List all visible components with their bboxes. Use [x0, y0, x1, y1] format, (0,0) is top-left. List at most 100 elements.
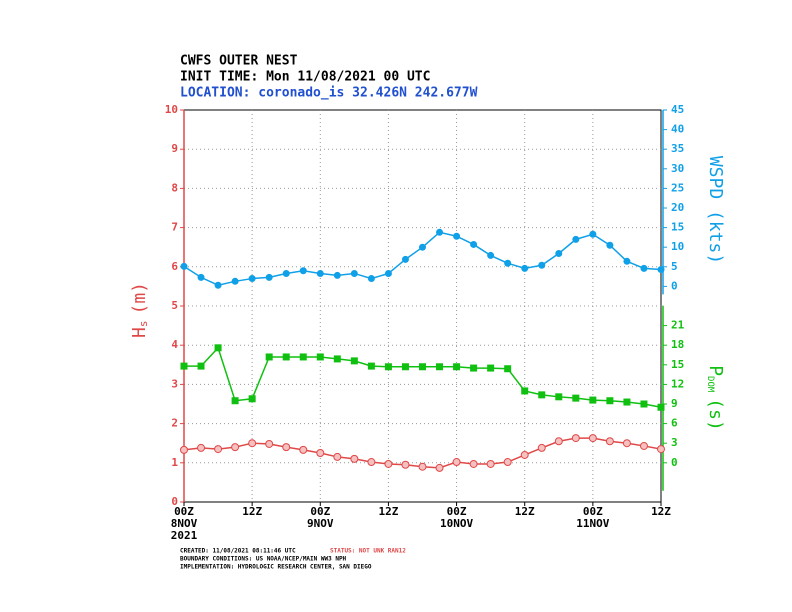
marker [231, 397, 239, 405]
y2-axis-label: WSPD (kts) [705, 156, 726, 264]
y3-label-sub: DOM [706, 376, 716, 393]
marker [503, 458, 512, 467]
marker [521, 264, 529, 272]
marker [367, 458, 376, 467]
y3-tick-label: 15 [671, 358, 684, 371]
marker [419, 363, 426, 371]
marker [589, 396, 597, 404]
x-tick-label: 12Z [242, 505, 262, 518]
marker [657, 403, 665, 411]
x-date-label: 9NOV [307, 517, 334, 530]
marker [639, 441, 648, 450]
marker [538, 261, 546, 269]
y2-tick-label: 40 [671, 123, 684, 136]
marker [470, 364, 478, 372]
marker [180, 362, 188, 370]
marker [282, 443, 291, 452]
marker [248, 395, 256, 403]
marker [401, 460, 410, 469]
x-date-label: 11NOV [576, 517, 609, 530]
marker [316, 269, 324, 277]
marker [452, 458, 461, 467]
marker [265, 353, 273, 361]
implementation: IMPLEMENTATION: HYDROLOGIC RESEARCH CENT… [180, 564, 372, 571]
marker [538, 391, 546, 399]
subtitle: INIT TIME: Mon 11/08/2021 00 UTC [180, 70, 430, 85]
y-tick-label: 8 [171, 181, 178, 194]
marker [248, 275, 256, 283]
y-tick-label: 7 [171, 221, 178, 234]
marker [622, 439, 631, 448]
marker [605, 437, 614, 446]
marker [197, 362, 205, 370]
marker [350, 357, 358, 365]
marker [657, 266, 665, 274]
marker [469, 459, 478, 468]
marker [231, 443, 240, 452]
marker [554, 437, 563, 446]
y-label-unit: (m) [129, 282, 150, 315]
y3-tick-label: 9 [671, 397, 678, 410]
x-tick-label: 00Z [174, 505, 194, 518]
marker [640, 400, 648, 408]
y-tick-label: 3 [171, 377, 178, 390]
y-tick-label: 1 [171, 456, 178, 469]
marker [197, 443, 206, 452]
y3-tick-label: 3 [671, 436, 678, 449]
y-tick-label: 6 [171, 260, 178, 273]
marker [180, 445, 188, 454]
y3-tick-label: 18 [671, 338, 684, 351]
marker [572, 394, 580, 402]
marker [487, 364, 495, 372]
marker [521, 387, 529, 395]
y-tick-label: 0 [171, 495, 178, 508]
location: LOCATION: coronado_is 32.426N 242.677W [180, 86, 478, 101]
y2-tick-label: 5 [671, 260, 678, 273]
marker [588, 434, 597, 443]
y3-axis-label: PDOM (s) [705, 365, 726, 431]
y-tick-label: 10 [165, 103, 178, 116]
y-tick-label: 9 [171, 142, 178, 155]
marker [214, 445, 223, 454]
marker [623, 257, 631, 265]
marker [333, 452, 342, 461]
y2-tick-label: 35 [671, 142, 684, 155]
y2-tick-label: 20 [671, 201, 684, 214]
x-tick-label: 00Z [447, 505, 467, 518]
marker [555, 249, 563, 257]
marker [248, 439, 257, 448]
x-tick-label: 00Z [583, 505, 603, 518]
marker [657, 445, 665, 454]
y2-tick-label: 15 [671, 221, 684, 234]
marker [231, 277, 239, 285]
marker [299, 353, 307, 361]
marker [419, 243, 426, 251]
marker [572, 235, 580, 243]
marker [537, 443, 546, 452]
marker [571, 434, 580, 443]
title: CWFS OUTER NEST [180, 54, 298, 69]
marker [265, 273, 273, 281]
y2-tick-label: 10 [671, 240, 684, 253]
marker [265, 439, 274, 448]
marker [333, 271, 341, 279]
marker [504, 259, 512, 267]
marker [623, 398, 631, 406]
y-axis-label: Hs (m) [129, 282, 150, 338]
y-tick-label: 5 [171, 299, 178, 312]
y3-tick-label: 0 [671, 456, 678, 469]
y2-tick-label: 0 [671, 279, 678, 292]
y3-tick-label: 6 [671, 417, 678, 430]
y2-tick-label: 30 [671, 162, 684, 175]
marker [180, 262, 188, 270]
created: CREATED: 11/08/2021 08:11:46 UTC [180, 548, 296, 555]
marker [436, 363, 444, 371]
marker [350, 454, 359, 463]
y3-label-unit: (s) [705, 398, 726, 431]
x-tick-label: 00Z [310, 505, 330, 518]
marker [436, 228, 444, 236]
x-date-label: 8NOV [171, 517, 198, 530]
status: STATUS: NOT UNK RAN12 [330, 548, 406, 555]
marker [470, 240, 478, 248]
